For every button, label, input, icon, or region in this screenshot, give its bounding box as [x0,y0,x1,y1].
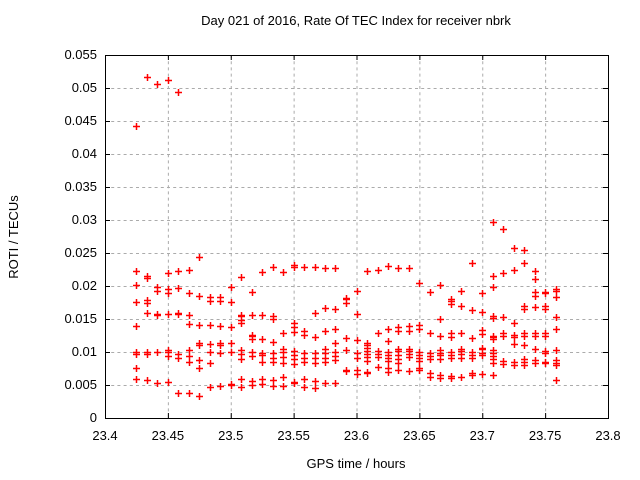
y-tick-label: 0.035 [64,179,97,194]
x-tick-label: 23.65 [403,428,436,443]
x-tick-label: 23.5 [218,428,244,443]
data-points [133,74,560,400]
x-axis-label: GPS time / hours [306,456,406,471]
x-tick-label: 23.8 [595,428,621,443]
y-tick-label: 0.05 [71,80,97,95]
y-tick-label: 0.045 [64,113,97,128]
y-tick-label: 0.015 [64,311,97,326]
x-tick-label: 23.4 [92,428,118,443]
x-tick-label: 23.75 [528,428,562,443]
y-tick-label: 0.03 [71,212,97,227]
chart-title: Day 021 of 2016, Rate Of TEC Index for r… [201,13,511,28]
y-tick-label: 0.02 [71,278,97,293]
x-tick-label: 23.45 [151,428,185,443]
tick-marks [105,55,609,419]
y-tick-label: 0.01 [71,344,97,359]
y-tick-label: 0.04 [71,146,97,161]
x-tick-label: 23.55 [277,428,310,443]
y-tick-label: 0 [89,410,97,425]
y-axis-label: ROTI / TECUs [6,195,21,279]
x-tick-label: 23.7 [469,428,495,443]
y-tick-label: 0.055 [64,47,97,62]
y-tick-label: 0.005 [64,377,97,392]
x-tick-label: 23.6 [343,428,370,443]
y-tick-label: 0.025 [64,245,97,260]
grid-lines [105,55,608,418]
